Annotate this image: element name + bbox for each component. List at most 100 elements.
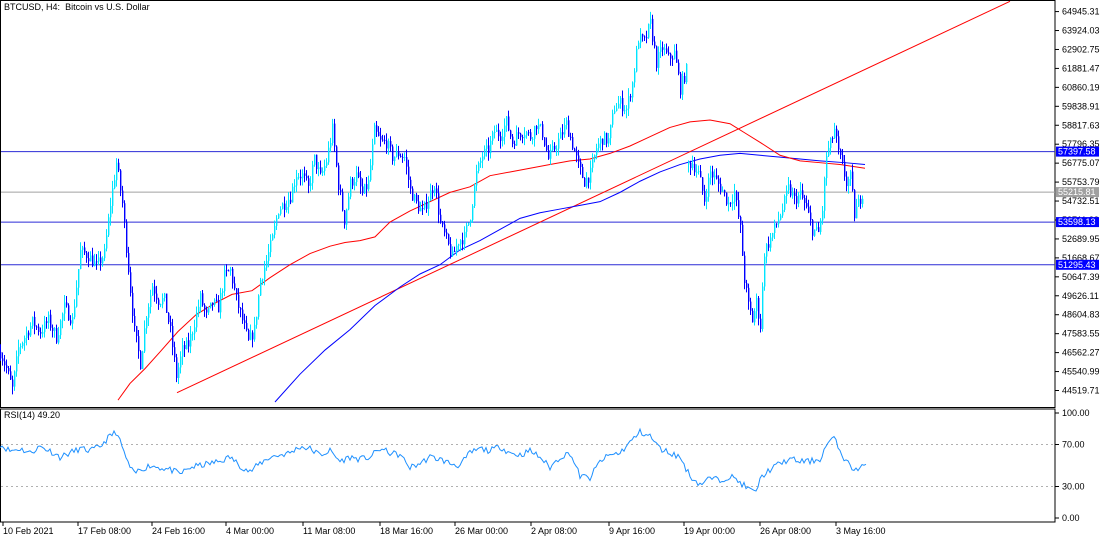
candle-body: [822, 210, 824, 221]
candle-body: [166, 293, 168, 313]
candle-body: [112, 188, 114, 206]
candle-body: [28, 332, 30, 336]
candle-body: [182, 345, 184, 357]
candle-body: [274, 225, 276, 235]
candle-body: [348, 196, 350, 210]
candle-body: [432, 190, 434, 194]
candle-body: [644, 36, 646, 38]
candle-body: [416, 194, 418, 202]
candle-body: [118, 162, 120, 171]
candle-body: [728, 202, 730, 205]
candle-body: [120, 170, 122, 191]
candle-body: [90, 255, 92, 262]
candle-body: [38, 326, 40, 332]
candle-body: [716, 175, 718, 179]
candle-body: [462, 240, 464, 245]
candle-body: [730, 202, 732, 204]
candle-body: [70, 320, 72, 324]
candle-body: [350, 178, 352, 197]
candle-body: [392, 146, 394, 162]
x-tick-label: 10 Feb 2021: [3, 526, 54, 536]
candle-body: [92, 255, 94, 267]
candle-body: [708, 177, 710, 197]
candle-body: [698, 171, 700, 173]
candle-body: [506, 116, 508, 126]
candle-body: [18, 347, 20, 357]
candle-body: [498, 129, 500, 137]
candle-body: [252, 332, 254, 340]
candle-body: [520, 133, 522, 138]
candle-body: [356, 172, 358, 183]
candle-body: [678, 62, 680, 74]
y-tick-label: 57796.35: [1062, 139, 1100, 149]
candle-body: [854, 190, 856, 219]
candle-body: [676, 50, 678, 63]
candle-body: [196, 312, 198, 328]
candle-body: [180, 356, 182, 368]
candle-body: [578, 155, 580, 162]
candle-body: [646, 37, 648, 39]
candle-body: [812, 220, 814, 236]
x-tick-label: 3 May 16:00: [836, 526, 886, 536]
candle-body: [24, 337, 26, 343]
candle-body: [104, 248, 106, 259]
candle-body: [554, 145, 556, 150]
candle-body: [364, 184, 366, 194]
candle-body: [242, 309, 244, 321]
candle-body: [290, 199, 292, 203]
candle-body: [702, 177, 704, 191]
candle-body: [844, 161, 846, 177]
candle-body: [430, 190, 432, 201]
candle-body: [846, 176, 848, 187]
y-tick-label: 52689.95: [1062, 234, 1100, 244]
candle-body: [190, 333, 192, 347]
candle-body: [6, 365, 8, 369]
candle-body: [512, 136, 514, 144]
candle-body: [664, 48, 666, 50]
y-tick-label: 49626.11: [1062, 291, 1099, 301]
candle-body: [674, 50, 676, 59]
candle-body: [102, 258, 104, 264]
candle-body: [36, 326, 38, 328]
candle-body: [602, 138, 604, 145]
candle-body: [270, 240, 272, 253]
candle-body: [438, 193, 440, 215]
candle-body: [156, 293, 158, 300]
candle-body: [796, 196, 798, 204]
candle-body: [322, 171, 324, 173]
candle-body: [174, 347, 176, 358]
candle-body: [540, 124, 542, 126]
candle-body: [282, 203, 284, 210]
candle-body: [564, 124, 566, 135]
rsi-y-tick-label: 0.00: [1062, 513, 1080, 523]
y-tick-label: 54732.51: [1062, 196, 1100, 206]
y-tick-label: 55753.79: [1062, 177, 1100, 187]
candle-body: [536, 126, 538, 130]
candle-body: [200, 293, 202, 307]
candle-body: [440, 214, 442, 223]
candle-body: [176, 357, 178, 379]
candle-body: [394, 156, 396, 162]
candle-body: [324, 165, 326, 172]
x-tick-label: 4 Mar 00:00: [226, 526, 274, 536]
candle-body: [64, 302, 66, 314]
candle-body: [428, 200, 430, 209]
candle-body: [412, 188, 414, 201]
candle-body: [584, 177, 586, 187]
candle-body: [742, 224, 744, 256]
candle-body: [296, 177, 298, 186]
candle-body: [556, 148, 558, 150]
candle-body: [758, 297, 760, 319]
candle-body: [384, 139, 386, 141]
candle-body: [154, 286, 156, 294]
candle-body: [700, 171, 702, 178]
candle-body: [424, 201, 426, 209]
candle-body: [456, 245, 458, 253]
candle-body: [726, 192, 728, 205]
rsi-indicator-label: RSI(14) 49.20: [4, 410, 60, 420]
trendline[interactable]: [176, 0, 1011, 394]
candle-body: [256, 316, 258, 325]
candle-body: [436, 188, 438, 194]
candle-body: [378, 131, 380, 137]
